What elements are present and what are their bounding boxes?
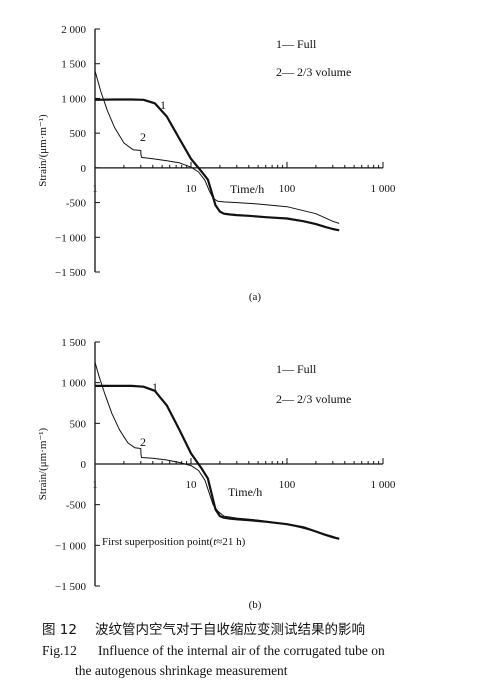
x-tick-label: 100 xyxy=(279,479,296,491)
panel-a: 2 000 1 500 1 000 500 0 -500 −1 000 −1 500 1 10 10… xyxy=(37,24,396,303)
legend-entry: 1— Full xyxy=(276,362,317,376)
y-tick-label: 1 500 xyxy=(61,59,86,71)
caption-en-number: Fig.12 xyxy=(42,643,77,658)
series-1-label: 1 xyxy=(160,98,166,112)
x-axis-title: Time/h xyxy=(230,182,264,196)
series-1-label: 1 xyxy=(152,380,158,394)
y-tick-label: 500 xyxy=(70,128,87,140)
caption-en-line2: the autogenous shrinkage measurement xyxy=(75,663,288,678)
panel-b: 1 500 1 000 500 0 -500 −1 000 −1 500 1 10 100 1 00… xyxy=(37,337,396,611)
y-axis-title: Strain/(μm·m⁻¹) xyxy=(37,427,49,500)
panel-label: (a) xyxy=(249,291,262,303)
y-tick-label: −1 500 xyxy=(55,267,86,279)
panel-label: (b) xyxy=(249,599,262,611)
series-1-line xyxy=(95,384,340,540)
caption-cn-text: 波纹管内空气对于自收缩应变测试结果的影响 xyxy=(95,621,365,638)
y-tick-label: 1 500 xyxy=(61,337,86,349)
x-tick-label: 1 xyxy=(92,183,98,195)
y-tick-label: −1 000 xyxy=(55,232,86,244)
y-tick-label: -500 xyxy=(66,500,87,512)
y-tick-label: -500 xyxy=(66,198,87,210)
y-tick-label: −1 000 xyxy=(55,540,86,552)
x-tick-label: 1 xyxy=(92,479,98,491)
caption: 图 12 波纹管内空气对于自收缩应变测试结果的影响 Fig.12 Influen… xyxy=(42,621,385,678)
caption-cn-number: 图 12 xyxy=(42,622,77,638)
series-2-line xyxy=(94,70,340,224)
x-tick-label: 1 000 xyxy=(371,479,396,491)
caption-en-line1: Influence of the internal air of the cor… xyxy=(98,643,385,658)
y-tick-label: −1 500 xyxy=(55,581,86,593)
series-2-line xyxy=(94,362,340,540)
series-2-label: 2 xyxy=(140,435,146,449)
y-tick-label: 0 xyxy=(81,163,87,175)
y-tick-label: 1 000 xyxy=(61,378,86,390)
x-tick-label: 1 000 xyxy=(371,183,396,195)
y-tick-label: 2 000 xyxy=(61,24,86,36)
x-tick-label: 100 xyxy=(279,183,296,195)
series-2-label: 2 xyxy=(140,130,146,144)
y-tick-label: 500 xyxy=(70,418,87,430)
x-tick-label: 10 xyxy=(186,479,198,491)
y-tick-label: 0 xyxy=(81,459,87,471)
legend-entry: 1— Full xyxy=(276,37,317,51)
y-tick-label: 1 000 xyxy=(61,93,86,105)
annotation-first-superposition: First superposition point(t≈21 h) xyxy=(102,536,246,548)
series-1-line xyxy=(94,98,340,232)
legend-entry: 2— 2/3 volume xyxy=(276,65,351,79)
x-tick-label: 10 xyxy=(186,183,198,195)
y-axis-title: Strain/(μm·m⁻¹) xyxy=(37,114,49,187)
x-axis-title: Time/h xyxy=(228,485,262,499)
legend-entry: 2— 2/3 volume xyxy=(276,392,351,406)
